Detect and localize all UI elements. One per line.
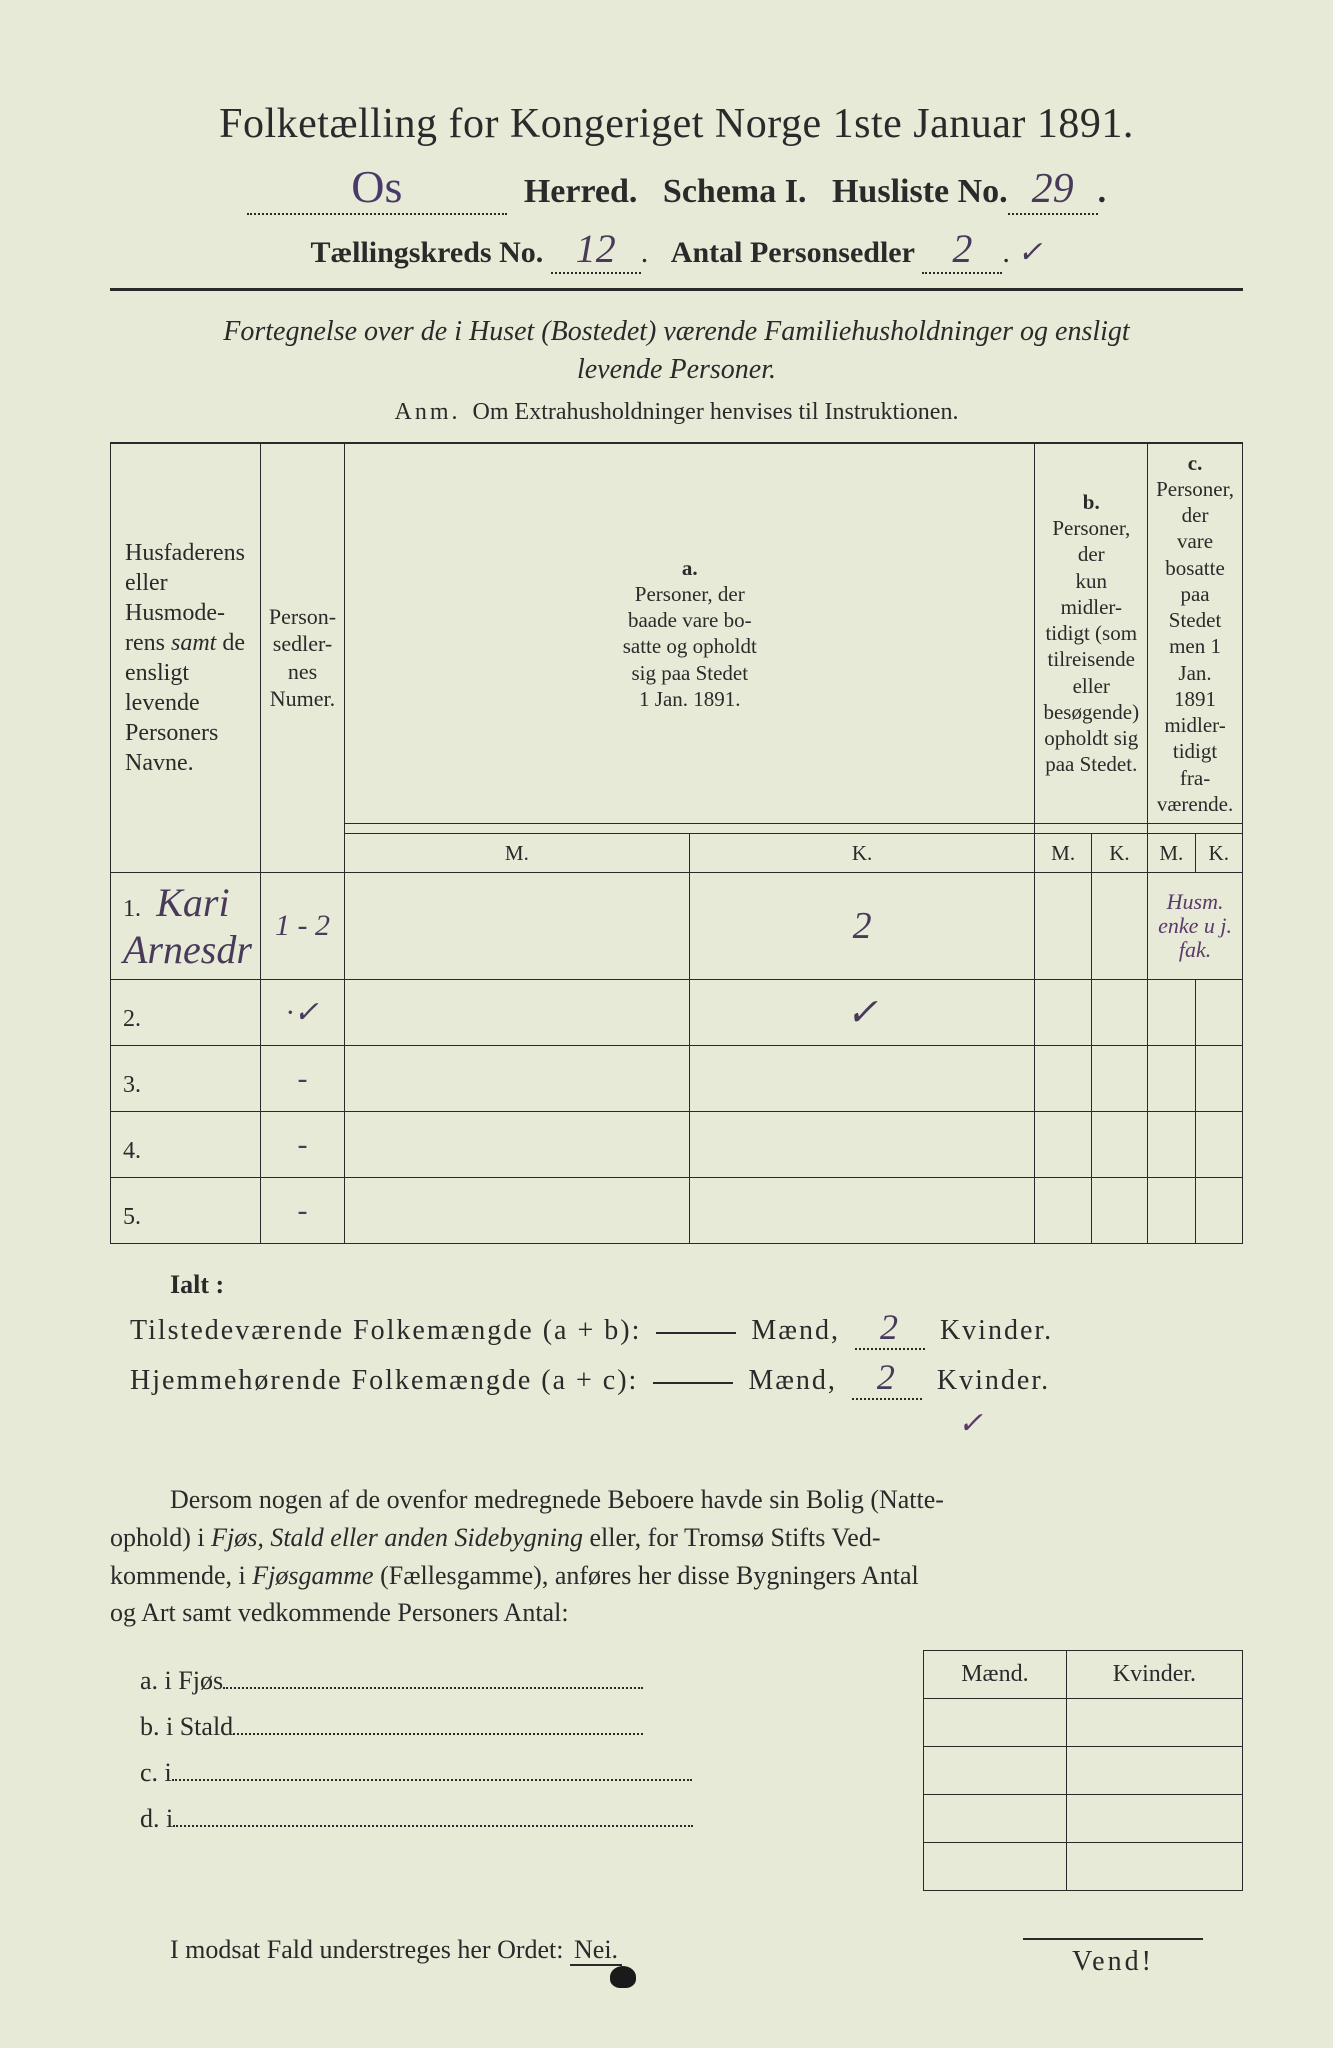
row-b: b. i Stald	[110, 1712, 903, 1742]
ialt-label: Ialt :	[170, 1270, 1243, 1300]
col-c-k: K.	[1195, 834, 1242, 873]
kreds-value: 12	[576, 226, 616, 271]
husliste-label: Husliste No.	[832, 173, 1008, 210]
table-row: 1. Kari Arnesdr1 - 22Husm. enke u j. fak…	[111, 873, 1243, 980]
antal-label: Antal Personsedler	[671, 236, 915, 269]
table-row: 3. -	[111, 1046, 1243, 1112]
col-c: c. Personer, dervare bosattepaa Stedetme…	[1148, 443, 1243, 824]
subtitle-l1: Fortegnelse over de i Huset (Bostedet) v…	[223, 316, 1129, 347]
bottom-section: a. i Fjøs b. i Stald c. i d. i Mænd.Kvin…	[110, 1650, 1243, 1891]
anm-line: Anm. Om Extrahusholdninger henvises til …	[110, 399, 1243, 426]
col-names: Husfaderens eller Husmode-rens samt de e…	[111, 443, 261, 873]
census-table: Husfaderens eller Husmode-rens samt de e…	[110, 442, 1243, 1245]
col-a: a. Personer, derbaade vare bo-satte og o…	[345, 443, 1035, 824]
herred-label: Herred.	[524, 173, 638, 210]
antal-check: ✓	[1017, 236, 1042, 269]
col-a-m: M.	[345, 834, 690, 873]
col-c-m: M.	[1148, 834, 1195, 873]
total-resident: Hjemmehørende Folkemængde (a + c): Mænd,…	[110, 1356, 1243, 1400]
husliste-value: 29	[1032, 166, 1074, 212]
outbuilding-paragraph: Dersom nogen af de ovenfor medregnede Be…	[110, 1481, 1243, 1632]
col-a-k: K.	[689, 834, 1035, 873]
vend-label: Vend!	[1023, 1938, 1203, 1978]
subtitle: Fortegnelse over de i Huset (Bostedet) v…	[110, 313, 1243, 389]
antal-value: 2	[952, 226, 972, 271]
subtitle-l2: levende Personer.	[577, 354, 776, 385]
anm-label: Anm.	[395, 399, 461, 425]
mk2-k: Kvinder.	[1066, 1651, 1242, 1699]
table-row: 5. -	[111, 1178, 1243, 1244]
row-d: d. i	[110, 1804, 903, 1834]
schema-label: Schema I.	[663, 173, 807, 210]
row-c: c. i	[110, 1758, 903, 1788]
census-title: Folketælling for Kongeriget Norge 1ste J…	[110, 100, 1243, 148]
total-present: Tilstedeværende Folkemængde (a + b): Mæn…	[110, 1306, 1243, 1350]
herred-value: Os	[351, 161, 402, 212]
ink-blot-icon	[610, 1966, 636, 1988]
mk2-m: Mænd.	[924, 1651, 1067, 1699]
mk-table: Mænd.Kvinder.	[923, 1650, 1243, 1891]
col-b-k: K.	[1091, 834, 1147, 873]
kreds-label: Tællingskreds No.	[310, 236, 543, 269]
table-row: 4. -	[111, 1112, 1243, 1178]
t2-k: 2	[877, 1357, 897, 1397]
divider-1	[110, 288, 1243, 291]
header-line-2: Os Herred. Schema I. Husliste No.29.	[110, 160, 1243, 215]
col-b: b. Personer, derkun midler-tidigt (somti…	[1035, 443, 1148, 824]
col-numer: Person-sedler-nesNumer.	[260, 443, 344, 873]
anm-text: Om Extrahusholdninger henvises til Instr…	[473, 399, 959, 425]
table-row: 2. ·✓✓	[111, 980, 1243, 1046]
totals-check: ✓	[110, 1406, 1243, 1441]
t1-k: 2	[880, 1307, 900, 1347]
nei-word: Nei.	[570, 1935, 622, 1966]
row-a: a. i Fjøs	[110, 1666, 903, 1696]
header-line-3: Tællingskreds No. 12. Antal Personsedler…	[110, 225, 1243, 274]
col-b-m: M.	[1035, 834, 1091, 873]
